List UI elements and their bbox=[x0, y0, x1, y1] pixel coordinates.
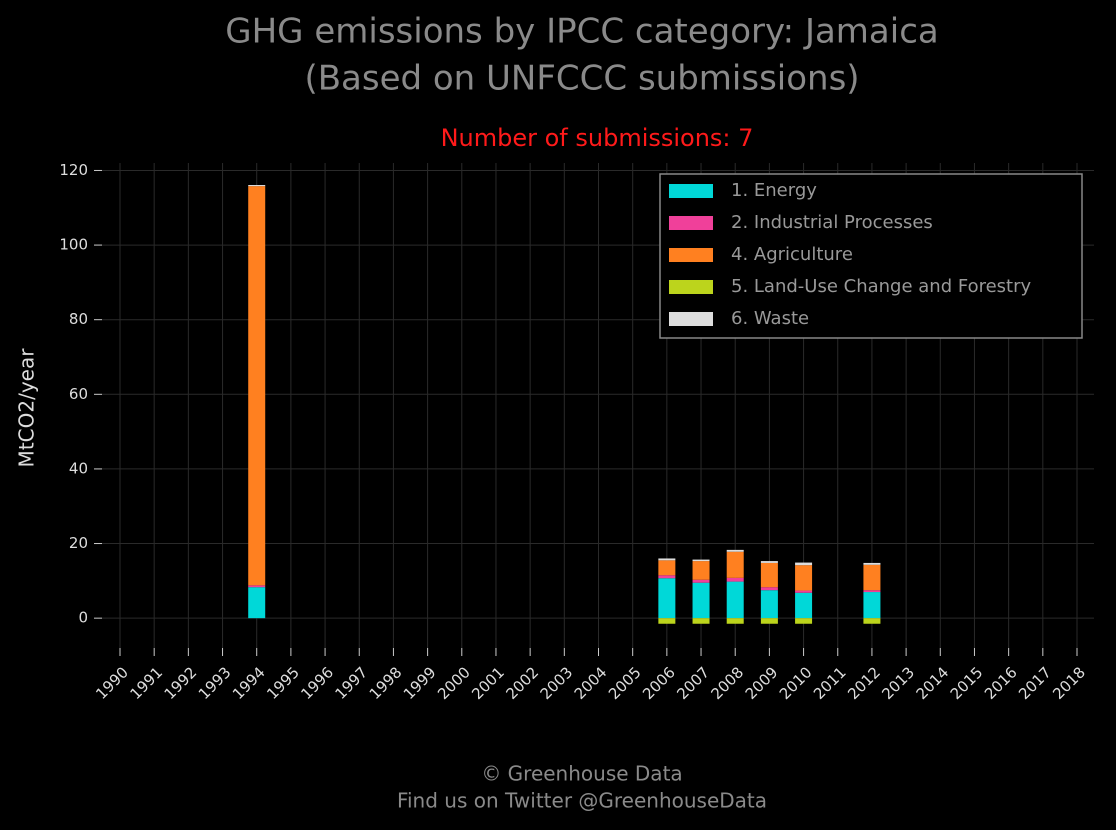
bar bbox=[248, 587, 266, 619]
bar bbox=[692, 561, 710, 580]
x-tick-label: 2007 bbox=[673, 663, 713, 703]
bar bbox=[658, 618, 676, 624]
x-tick-label: 1996 bbox=[297, 663, 337, 703]
x-tick-label: 1995 bbox=[263, 663, 303, 703]
bar bbox=[248, 185, 266, 187]
x-tick-label: 1990 bbox=[92, 663, 132, 703]
bar bbox=[692, 618, 710, 624]
x-tick-label: 2016 bbox=[981, 663, 1021, 703]
bar bbox=[726, 577, 744, 582]
bar bbox=[248, 186, 266, 586]
x-tick-label: 1998 bbox=[366, 663, 406, 703]
x-tick-label: 1991 bbox=[126, 663, 166, 703]
y-tick-label: 40 bbox=[69, 459, 88, 477]
x-tick-label: 2010 bbox=[776, 663, 816, 703]
legend-swatch bbox=[669, 184, 713, 198]
legend-swatch bbox=[669, 280, 713, 294]
bar bbox=[760, 618, 778, 624]
legend-swatch bbox=[669, 248, 713, 262]
bar bbox=[863, 618, 881, 624]
bar bbox=[726, 551, 744, 578]
bar bbox=[726, 549, 744, 552]
bar bbox=[795, 592, 813, 619]
y-axis-label: MtCO2/year bbox=[15, 348, 39, 468]
chart-title: (Based on UNFCCC submissions) bbox=[304, 59, 859, 99]
x-tick-label: 1999 bbox=[400, 663, 440, 703]
x-tick-label: 1997 bbox=[332, 663, 372, 703]
bar bbox=[795, 565, 813, 591]
legend-swatch bbox=[669, 216, 713, 230]
x-tick-label: 2002 bbox=[502, 663, 542, 703]
footer: Find us on Twitter @GreenhouseData bbox=[397, 789, 767, 813]
x-tick-label: 2018 bbox=[1049, 663, 1089, 703]
bar bbox=[658, 578, 676, 619]
bar bbox=[726, 618, 744, 624]
x-tick-label: 2001 bbox=[468, 663, 508, 703]
y-tick-label: 80 bbox=[69, 310, 88, 328]
y-tick-label: 120 bbox=[59, 161, 88, 179]
bar bbox=[760, 561, 778, 563]
x-tick-label: 2017 bbox=[1015, 663, 1055, 703]
x-tick-label: 2000 bbox=[434, 663, 474, 703]
bar bbox=[863, 564, 881, 591]
legend-box bbox=[659, 173, 1083, 339]
x-tick-label: 1992 bbox=[161, 663, 201, 703]
bar bbox=[863, 562, 881, 565]
bar bbox=[863, 590, 881, 593]
x-tick-label: 1994 bbox=[229, 663, 269, 703]
bar bbox=[795, 590, 813, 593]
legend-label: 2. Industrial Processes bbox=[731, 212, 933, 233]
bar bbox=[692, 559, 710, 562]
bar bbox=[658, 575, 676, 579]
bar bbox=[658, 560, 676, 576]
x-tick-label: 2008 bbox=[707, 663, 747, 703]
bar bbox=[760, 590, 778, 619]
y-tick-label: 0 bbox=[78, 609, 88, 627]
x-tick-label: 2015 bbox=[947, 663, 987, 703]
footer: © Greenhouse Data bbox=[481, 762, 682, 786]
legend-swatch bbox=[669, 312, 713, 326]
bar bbox=[795, 618, 813, 624]
x-tick-label: 1993 bbox=[195, 663, 235, 703]
x-tick-label: 2004 bbox=[571, 663, 611, 703]
bar bbox=[658, 558, 676, 561]
x-tick-label: 2014 bbox=[913, 663, 953, 703]
y-tick-label: 60 bbox=[69, 385, 88, 403]
y-tick-label: 20 bbox=[69, 534, 88, 552]
legend-label: 5. Land-Use Change and Forestry bbox=[731, 276, 1031, 297]
chart-title: GHG emissions by IPCC category: Jamaica bbox=[225, 12, 938, 52]
x-tick-label: 2011 bbox=[810, 663, 850, 703]
legend-label: 6. Waste bbox=[731, 308, 809, 329]
bar bbox=[692, 582, 710, 619]
bar bbox=[795, 562, 813, 566]
x-tick-label: 2006 bbox=[639, 663, 679, 703]
x-tick-label: 2012 bbox=[844, 663, 884, 703]
y-tick-label: 100 bbox=[59, 236, 88, 254]
bar bbox=[760, 587, 778, 591]
bar bbox=[726, 581, 744, 619]
bar bbox=[248, 585, 266, 588]
x-tick-label: 2003 bbox=[537, 663, 577, 703]
chart-subtitle: Number of submissions: 7 bbox=[441, 124, 754, 152]
x-tick-label: 2013 bbox=[878, 663, 918, 703]
legend-label: 4. Agriculture bbox=[731, 244, 853, 265]
bar bbox=[760, 562, 778, 588]
x-tick-label: 2005 bbox=[605, 663, 645, 703]
x-tick-label: 2009 bbox=[742, 663, 782, 703]
bar bbox=[692, 579, 710, 583]
legend-label: 1. Energy bbox=[731, 180, 817, 201]
bar bbox=[863, 592, 881, 619]
